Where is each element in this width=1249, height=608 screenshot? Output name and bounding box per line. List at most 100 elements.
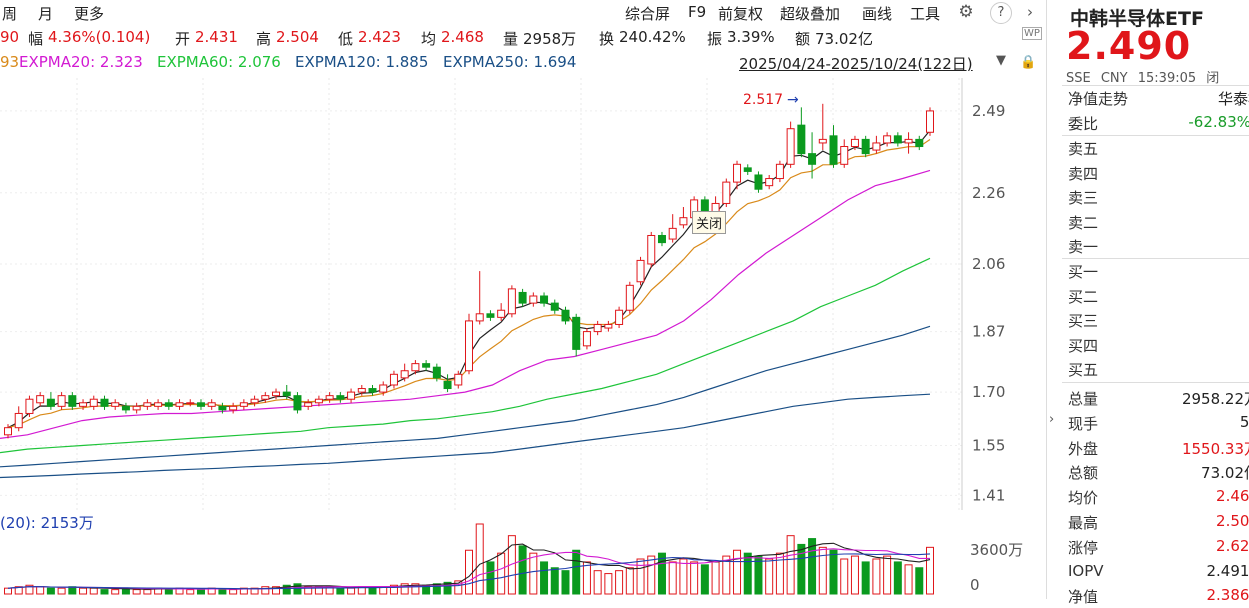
candle-body [766,179,773,186]
amplitude-label: 振 [707,28,722,49]
candle [176,399,183,410]
expma10-partial: 93 [0,53,19,71]
tools-button[interactable]: 工具 [910,3,940,24]
candle-body [176,403,183,407]
candle-body [187,403,194,404]
candle-body [273,392,280,396]
candle [37,392,44,406]
candle-body [144,403,151,407]
candle [369,385,376,396]
close-tooltip[interactable]: 关闭 [692,211,726,234]
gear-icon[interactable]: ⚙ [956,2,976,22]
volume-bar [905,565,912,594]
buy-level-label: 买三 [1068,310,1098,331]
candle [798,107,805,157]
more-button[interactable]: 更多 [74,3,104,24]
weibi-row: 委比 -62.83% [1068,111,1249,135]
open-value: 2.431 [195,28,238,46]
volume-bar [916,568,923,594]
candle [187,399,194,406]
candle [58,392,65,410]
candle-body [530,296,537,303]
nav-trend-link[interactable]: 净值走势 [1068,88,1128,109]
candle-body [251,399,258,403]
adjust-button[interactable]: 前复权 [718,3,763,24]
stat-value: 2.504 [1216,512,1249,530]
candle-body [358,389,365,393]
stat-value: 2.3860 [1207,586,1249,604]
volume-bars [5,524,934,594]
drawline-button[interactable]: 画线 [862,3,892,24]
wp-icon[interactable]: WP [1022,27,1042,40]
candle-body [841,147,848,165]
candle-body [830,136,837,164]
candle-body [916,139,923,146]
lock-icon[interactable]: 🔒 [1020,55,1036,70]
y-tick-label: 2.26 [972,184,1005,202]
candle [905,132,912,153]
candle-body [466,321,473,371]
high-annotation: 2.517 [743,92,783,108]
volume-bar [80,588,87,594]
candle-body [5,428,12,435]
y-axis: 2.492.262.061.871.701.551.41 [962,78,1005,510]
volume-chart[interactable] [0,505,1046,599]
date-range[interactable]: 2025/04/24-2025/10/24(122日) [739,53,973,74]
candle-body [412,364,419,371]
candle-body [219,406,226,410]
candle [830,125,837,168]
composite-screen-button[interactable]: 综合屏 [625,3,670,24]
volume-bar [819,547,826,594]
candle-body [133,406,140,410]
candle-body [326,396,333,400]
candle [476,271,483,324]
open-label: 开 [175,28,190,49]
y-tick-label: 2.06 [972,255,1005,273]
volume-bar [197,590,204,594]
sell-level-1: 卖一 [1068,234,1249,258]
volume-bar [466,550,473,594]
overlay-button[interactable]: 超级叠加 [780,3,840,24]
stat-label: 均价 [1068,487,1098,508]
period-month-button[interactable]: 月 [38,3,53,24]
volume-bar [583,562,590,594]
candle [294,392,301,413]
candle-body [508,289,515,314]
low-value: 2.423 [358,28,401,46]
stat-label: 现手 [1068,413,1098,434]
volume-bar [187,590,194,594]
candle-body [894,136,901,143]
volume-bar [487,562,494,594]
volume-bar [701,565,708,594]
buy-level-label: 买四 [1068,335,1098,356]
candlestick-chart[interactable]: 2.492.262.061.871.701.551.41 [0,78,1046,510]
candle-body [58,396,65,407]
expma60-value: EXPMA60: 2.076 [157,53,281,71]
volume-bar [90,588,97,594]
chevron-down-icon[interactable]: ▼ [996,53,1006,68]
weibi-value: -62.83% [1188,113,1249,131]
candle [466,314,473,375]
chevron-right-icon[interactable]: › [1020,2,1040,22]
help-icon[interactable]: ? [990,2,1012,24]
candle-body [616,310,623,324]
candle-body [433,367,440,378]
candle [69,392,76,410]
candle [26,396,33,417]
candle [841,139,848,167]
candle-body [519,292,526,303]
y-tick-label: 1.87 [972,323,1005,341]
period-week-button[interactable]: 周 [2,3,17,24]
candle [15,406,22,431]
weibi-label: 委比 [1068,113,1098,134]
f9-button[interactable]: F9 [688,3,706,21]
avg-label: 均 [421,28,436,49]
y-tick-label: 1.55 [972,436,1005,454]
candle-body [444,381,451,388]
collapse-panel-icon[interactable]: › [1049,412,1054,427]
nav-row[interactable]: 净值走势 华泰柏 [1068,86,1249,110]
candle [305,399,312,410]
candle-body [369,389,376,393]
